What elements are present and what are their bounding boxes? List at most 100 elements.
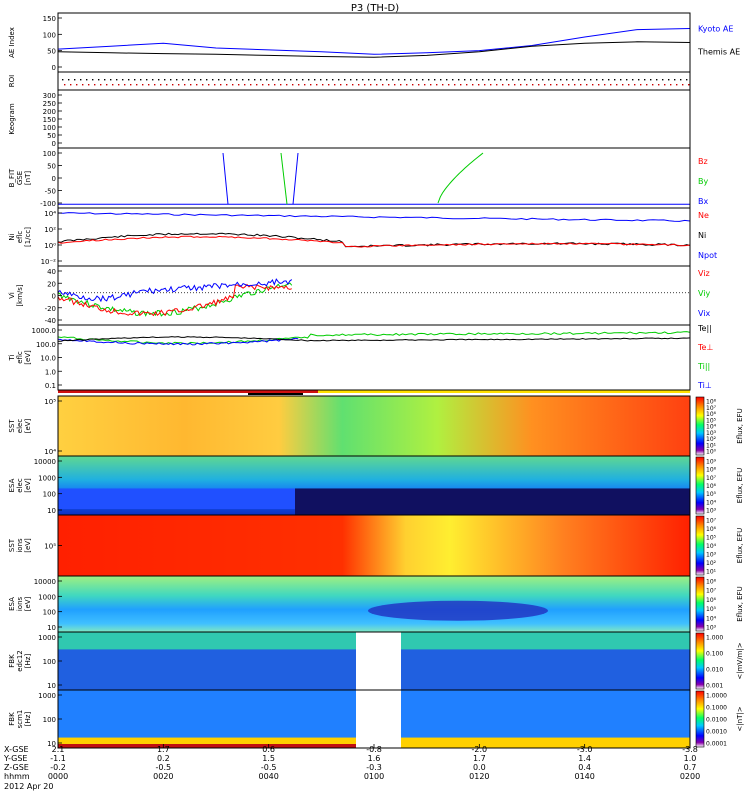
ephem-z-value: 0.7 <box>684 763 697 772</box>
ti-ytick-label: 1000.0 <box>32 327 57 335</box>
roi-dot <box>638 79 640 81</box>
roi-dot <box>548 79 550 81</box>
ni-legend-1: Ne <box>698 211 709 220</box>
esa_e-ytick-label: 10 <box>47 507 56 515</box>
ephem-y-value: 1.4 <box>578 754 591 763</box>
roi-dot <box>268 84 270 86</box>
fbk_e-ylabel-3: [Hz] <box>24 654 32 669</box>
roi-dot <box>656 79 658 81</box>
roi-dot <box>538 84 540 86</box>
roi-dot <box>610 84 612 86</box>
roi-dot <box>614 79 616 81</box>
ti-tepar-line <box>58 336 691 342</box>
roi-dot <box>362 79 364 81</box>
vi-frame <box>57 265 691 326</box>
roi-dot <box>466 84 468 86</box>
roi-dot <box>442 84 444 86</box>
ephem-z-value: -0.5 <box>156 763 172 772</box>
roi-dot <box>488 79 490 81</box>
roi-dot <box>454 84 456 86</box>
sst_i-cbar-tick: 10¹ <box>706 569 717 576</box>
roi-dot <box>598 84 600 86</box>
roi-dot <box>158 79 160 81</box>
x-tick-label: 0020 <box>153 772 173 781</box>
roi-dot <box>310 84 312 86</box>
x-tick-label: 0140 <box>574 772 594 781</box>
roi-dot <box>160 84 162 86</box>
roi-dot <box>584 79 586 81</box>
roi-dot <box>496 84 498 86</box>
esa_i-ylabel-2: ions <box>16 596 24 611</box>
roi-dot <box>70 84 72 86</box>
vi-vix-line <box>57 278 293 303</box>
bfit-ytick-label: 0 <box>52 175 56 183</box>
roi-dot <box>620 79 622 81</box>
plot-title: P3 (TH-D) <box>351 3 399 14</box>
roi-dot <box>202 84 204 86</box>
ephemeris-table: X-GSE Y-GSE Z-GSE hhmm 2012 Apr 20 2.1-1… <box>3 745 700 791</box>
roi-dot <box>116 79 118 81</box>
roi-dot <box>88 84 90 86</box>
vi-ylabel-1: Vi <box>8 292 16 299</box>
ni-ylabel-1: Ni <box>8 233 16 240</box>
esa_e-ytick-label: 10000 <box>34 458 56 466</box>
fbk_e-colorbar <box>695 632 705 690</box>
roi-dot <box>380 79 382 81</box>
vi-ylabel-2: [km/s] <box>16 284 24 307</box>
bfit-ytick-label: -100 <box>40 200 56 208</box>
esa_e-blue-band <box>58 488 295 510</box>
roi-dot <box>634 84 636 86</box>
fbk_b-colorbar <box>695 690 705 748</box>
roi-dot <box>628 84 630 86</box>
sst_e-cbar-tick: 10⁰ <box>706 449 717 456</box>
sst_e-cbar-tick: 10² <box>706 436 717 443</box>
roi-dot <box>394 84 396 86</box>
roi-dot <box>416 79 418 81</box>
ephem-row-label-y: Y-GSE <box>3 754 27 763</box>
roi-dot <box>490 84 492 86</box>
roi-dot <box>356 79 358 81</box>
roi-dot <box>658 84 660 86</box>
sst_i-cbar-tick: 10³ <box>706 552 717 559</box>
ephem-y-value: 1.0 <box>684 754 697 763</box>
sst_i-cbar-tick: 10⁷ <box>706 518 717 525</box>
ae-series-line-1 <box>57 28 691 55</box>
roi-dot <box>224 79 226 81</box>
sst_e-cbar-tick: 10¹ <box>706 442 717 449</box>
vi-viy-line <box>57 282 293 317</box>
ae-ylabel-1: AE Index <box>8 27 16 58</box>
fbk_e-cbar-tick: 0.010 <box>706 667 723 674</box>
roi-dot <box>668 79 670 81</box>
fbk_b-ytick-label: 100 <box>43 716 56 724</box>
roi-dot <box>296 79 298 81</box>
roi-dot <box>152 79 154 81</box>
roi-dot <box>178 84 180 86</box>
status-bar-red <box>58 390 318 393</box>
roi-dot <box>232 84 234 86</box>
ni-ytick-label: 10⁻² <box>41 258 57 266</box>
roi-dot <box>274 84 276 86</box>
keogram-ylabel-1: Keogram <box>8 103 16 134</box>
esa_i-cbar-tick: 10⁷ <box>706 588 717 595</box>
roi-dot <box>446 79 448 81</box>
date-label: 2012 Apr 20 <box>4 782 53 791</box>
roi-dot <box>418 84 420 86</box>
roi-dot <box>292 84 294 86</box>
roi-dot <box>256 84 258 86</box>
roi-dot <box>184 84 186 86</box>
roi-dot <box>188 79 190 81</box>
fbk_e-ytick-label: 100 <box>43 658 56 666</box>
ae-ytick-label: 100 <box>43 31 56 39</box>
roi-dot <box>284 79 286 81</box>
ephem-x-value: -0.8 <box>366 745 382 754</box>
roi-dot <box>358 84 360 86</box>
bfit-ytick-label: -50 <box>45 188 56 196</box>
roi-dot <box>118 84 120 86</box>
roi-dot <box>172 84 174 86</box>
sst_i-colorbar <box>695 515 705 576</box>
sst_i-ytick-label: 10⁵ <box>44 543 56 551</box>
sst_i-spectrogram <box>58 515 690 576</box>
sst_e-ylabel-3: [eV] <box>24 418 32 433</box>
roi-dot <box>592 84 594 86</box>
ephem-z-value: -0.5 <box>261 763 277 772</box>
